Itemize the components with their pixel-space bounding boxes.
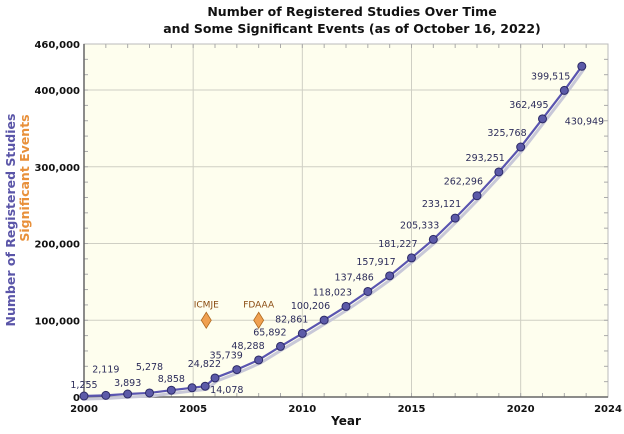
data-label: 1,255: [70, 380, 97, 391]
y-axis-label-events: Significant Events: [17, 114, 32, 241]
event-label: ICMJE: [194, 300, 219, 310]
data-label: 8,858: [158, 374, 185, 385]
data-label: 181,227: [378, 239, 417, 250]
chart-title: Number of Registered Studies Over Time: [207, 4, 496, 19]
plot-area: [83, 43, 609, 398]
data-label: 82,861: [275, 314, 308, 325]
y-tick-label: 0: [73, 393, 80, 404]
data-label: 262,296: [444, 177, 483, 188]
data-label: 14,078: [210, 385, 243, 396]
data-label: 24,822: [188, 359, 221, 370]
x-tick-label: 2010: [288, 404, 316, 415]
data-point: [407, 253, 416, 263]
data-point: [79, 391, 89, 401]
data-point: [297, 328, 307, 338]
data-label: 5,278: [136, 362, 163, 373]
data-label: 2,119: [92, 364, 119, 375]
data-label: 293,251: [466, 153, 505, 164]
data-point: [494, 167, 504, 177]
data-label: 118,023: [313, 287, 352, 298]
data-label: 233,121: [422, 199, 461, 210]
data-label: 100,206: [291, 301, 330, 312]
data-point: [428, 234, 438, 244]
y-axis-label: Number of Registered Studies: [3, 114, 18, 327]
y-tick-label: 400,000: [34, 86, 80, 97]
data-point: [187, 383, 197, 393]
data-point: [516, 142, 526, 152]
data-point: [210, 373, 220, 383]
x-tick-label: 2005: [179, 404, 207, 415]
data-point: [166, 385, 176, 395]
data-point: [200, 381, 210, 391]
x-axis-label: Year: [330, 414, 361, 428]
x-tick-label: 2015: [398, 404, 426, 415]
data-point: [341, 301, 351, 311]
data-point: [472, 191, 482, 201]
data-point: [145, 388, 154, 398]
data-point: [101, 390, 111, 400]
axes: 2000 2005 2010 2015 2020 2024 0 100,000 200,000 3…: [34, 40, 621, 415]
data-label: 362,495: [509, 100, 548, 111]
data-point: [123, 389, 133, 399]
events: ICMJE FDAAA: [194, 300, 275, 330]
event-marker: [253, 311, 265, 330]
data-label: 399,515: [531, 71, 570, 82]
data-point: [450, 213, 460, 223]
data-point: [319, 315, 329, 325]
data-point: [385, 271, 395, 281]
y-tick-label: 300,000: [34, 163, 80, 174]
data-label: 48,288: [231, 341, 264, 352]
event-marker: [200, 311, 212, 330]
chart-subtitle: and Some Significant Events (as of Octob…: [163, 21, 541, 36]
x-tick-label: 2020: [507, 404, 535, 415]
y-tick-label: 200,000: [34, 240, 80, 251]
data-point: [538, 114, 547, 124]
data-label: 3,893: [114, 378, 141, 389]
y-tick-label: 100,000: [34, 316, 80, 327]
grid: [84, 44, 608, 397]
data-label: 205,333: [400, 220, 439, 231]
event-label: FDAAA: [243, 300, 275, 310]
data-label: 35,739: [210, 351, 243, 362]
data-label: 430,949: [565, 116, 604, 127]
data-point: [232, 365, 242, 375]
data-label: 65,892: [253, 327, 286, 338]
data-point: [559, 85, 569, 95]
x-tick-label: 2000: [70, 404, 98, 415]
data-point: [254, 355, 264, 365]
y-tick-label: 460,000: [34, 40, 80, 51]
data-point: [363, 286, 373, 296]
data-point: [577, 61, 587, 71]
data-label: 325,768: [487, 128, 526, 139]
data-point: [276, 341, 285, 351]
data-label: 157,917: [356, 257, 395, 268]
data-label: 137,486: [335, 272, 374, 283]
x-tick-label: 2024: [594, 404, 622, 415]
